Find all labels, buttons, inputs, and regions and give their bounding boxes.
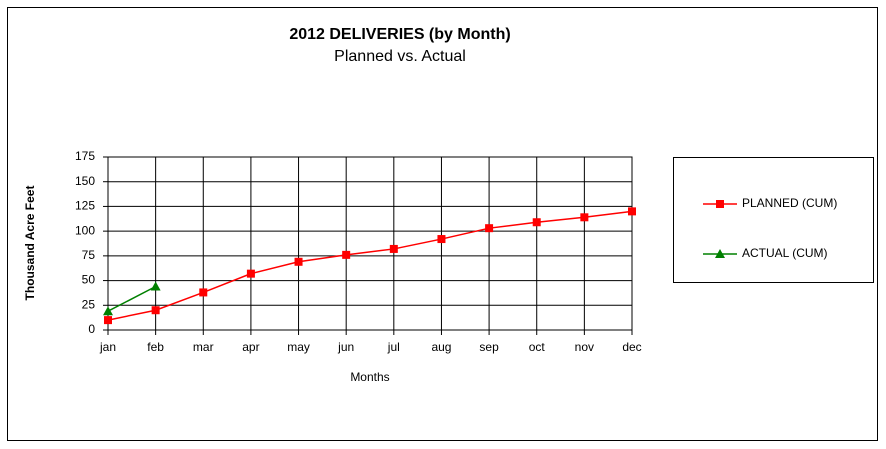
y-tick-label: 50: [82, 273, 96, 287]
series-line: [107, 210, 633, 321]
legend-marker: [716, 200, 724, 208]
x-tick-label: jul: [387, 340, 400, 354]
data-point: [389, 244, 398, 253]
y-tick-label: 100: [75, 223, 95, 237]
data-point: [532, 218, 541, 227]
plot-border: [107, 156, 633, 331]
x-tick-label: apr: [242, 340, 259, 354]
x-tick-label: nov: [575, 340, 594, 354]
x-tick-label: may: [287, 340, 310, 354]
x-tick-label: dec: [622, 340, 641, 354]
x-tick-label: feb: [147, 340, 164, 354]
x-axis-label: Months: [350, 370, 389, 384]
data-point: [485, 224, 494, 233]
data-point: [580, 213, 589, 222]
data-point: [437, 235, 446, 244]
legend-marker: [715, 249, 725, 258]
data-point: [628, 207, 636, 216]
x-tick-label: oct: [529, 340, 546, 354]
series-line: [107, 285, 156, 312]
data-point: [199, 288, 208, 297]
chart-subtitle: Planned vs. Actual: [334, 48, 466, 65]
y-tick-label: 0: [88, 322, 95, 336]
y-tick-label: 25: [82, 297, 96, 311]
y-tick-label: 150: [75, 174, 95, 188]
data-point: [342, 250, 351, 259]
legend-label: PLANNED (CUM): [742, 196, 837, 210]
x-tick-label: sep: [479, 340, 499, 354]
x-tick-label: jan: [99, 340, 116, 354]
y-axis-label: Thousand Acre Feet: [23, 186, 37, 301]
data-point: [151, 306, 160, 315]
data-point: [150, 281, 161, 291]
data-point: [246, 269, 255, 278]
data-point: [104, 316, 112, 325]
data-point: [103, 306, 113, 316]
y-tick-label: 75: [82, 248, 96, 262]
chart-title: 2012 DELIVERIES (by Month): [289, 26, 510, 43]
legend-box: [673, 157, 874, 283]
legend-label: ACTUAL (CUM): [742, 246, 828, 260]
x-tick-label: mar: [193, 340, 214, 354]
x-tick-label: jun: [337, 340, 354, 354]
y-tick-label: 175: [75, 149, 95, 163]
x-tick-label: aug: [431, 340, 451, 354]
y-tick-label: 125: [75, 199, 95, 213]
data-point: [294, 257, 303, 266]
